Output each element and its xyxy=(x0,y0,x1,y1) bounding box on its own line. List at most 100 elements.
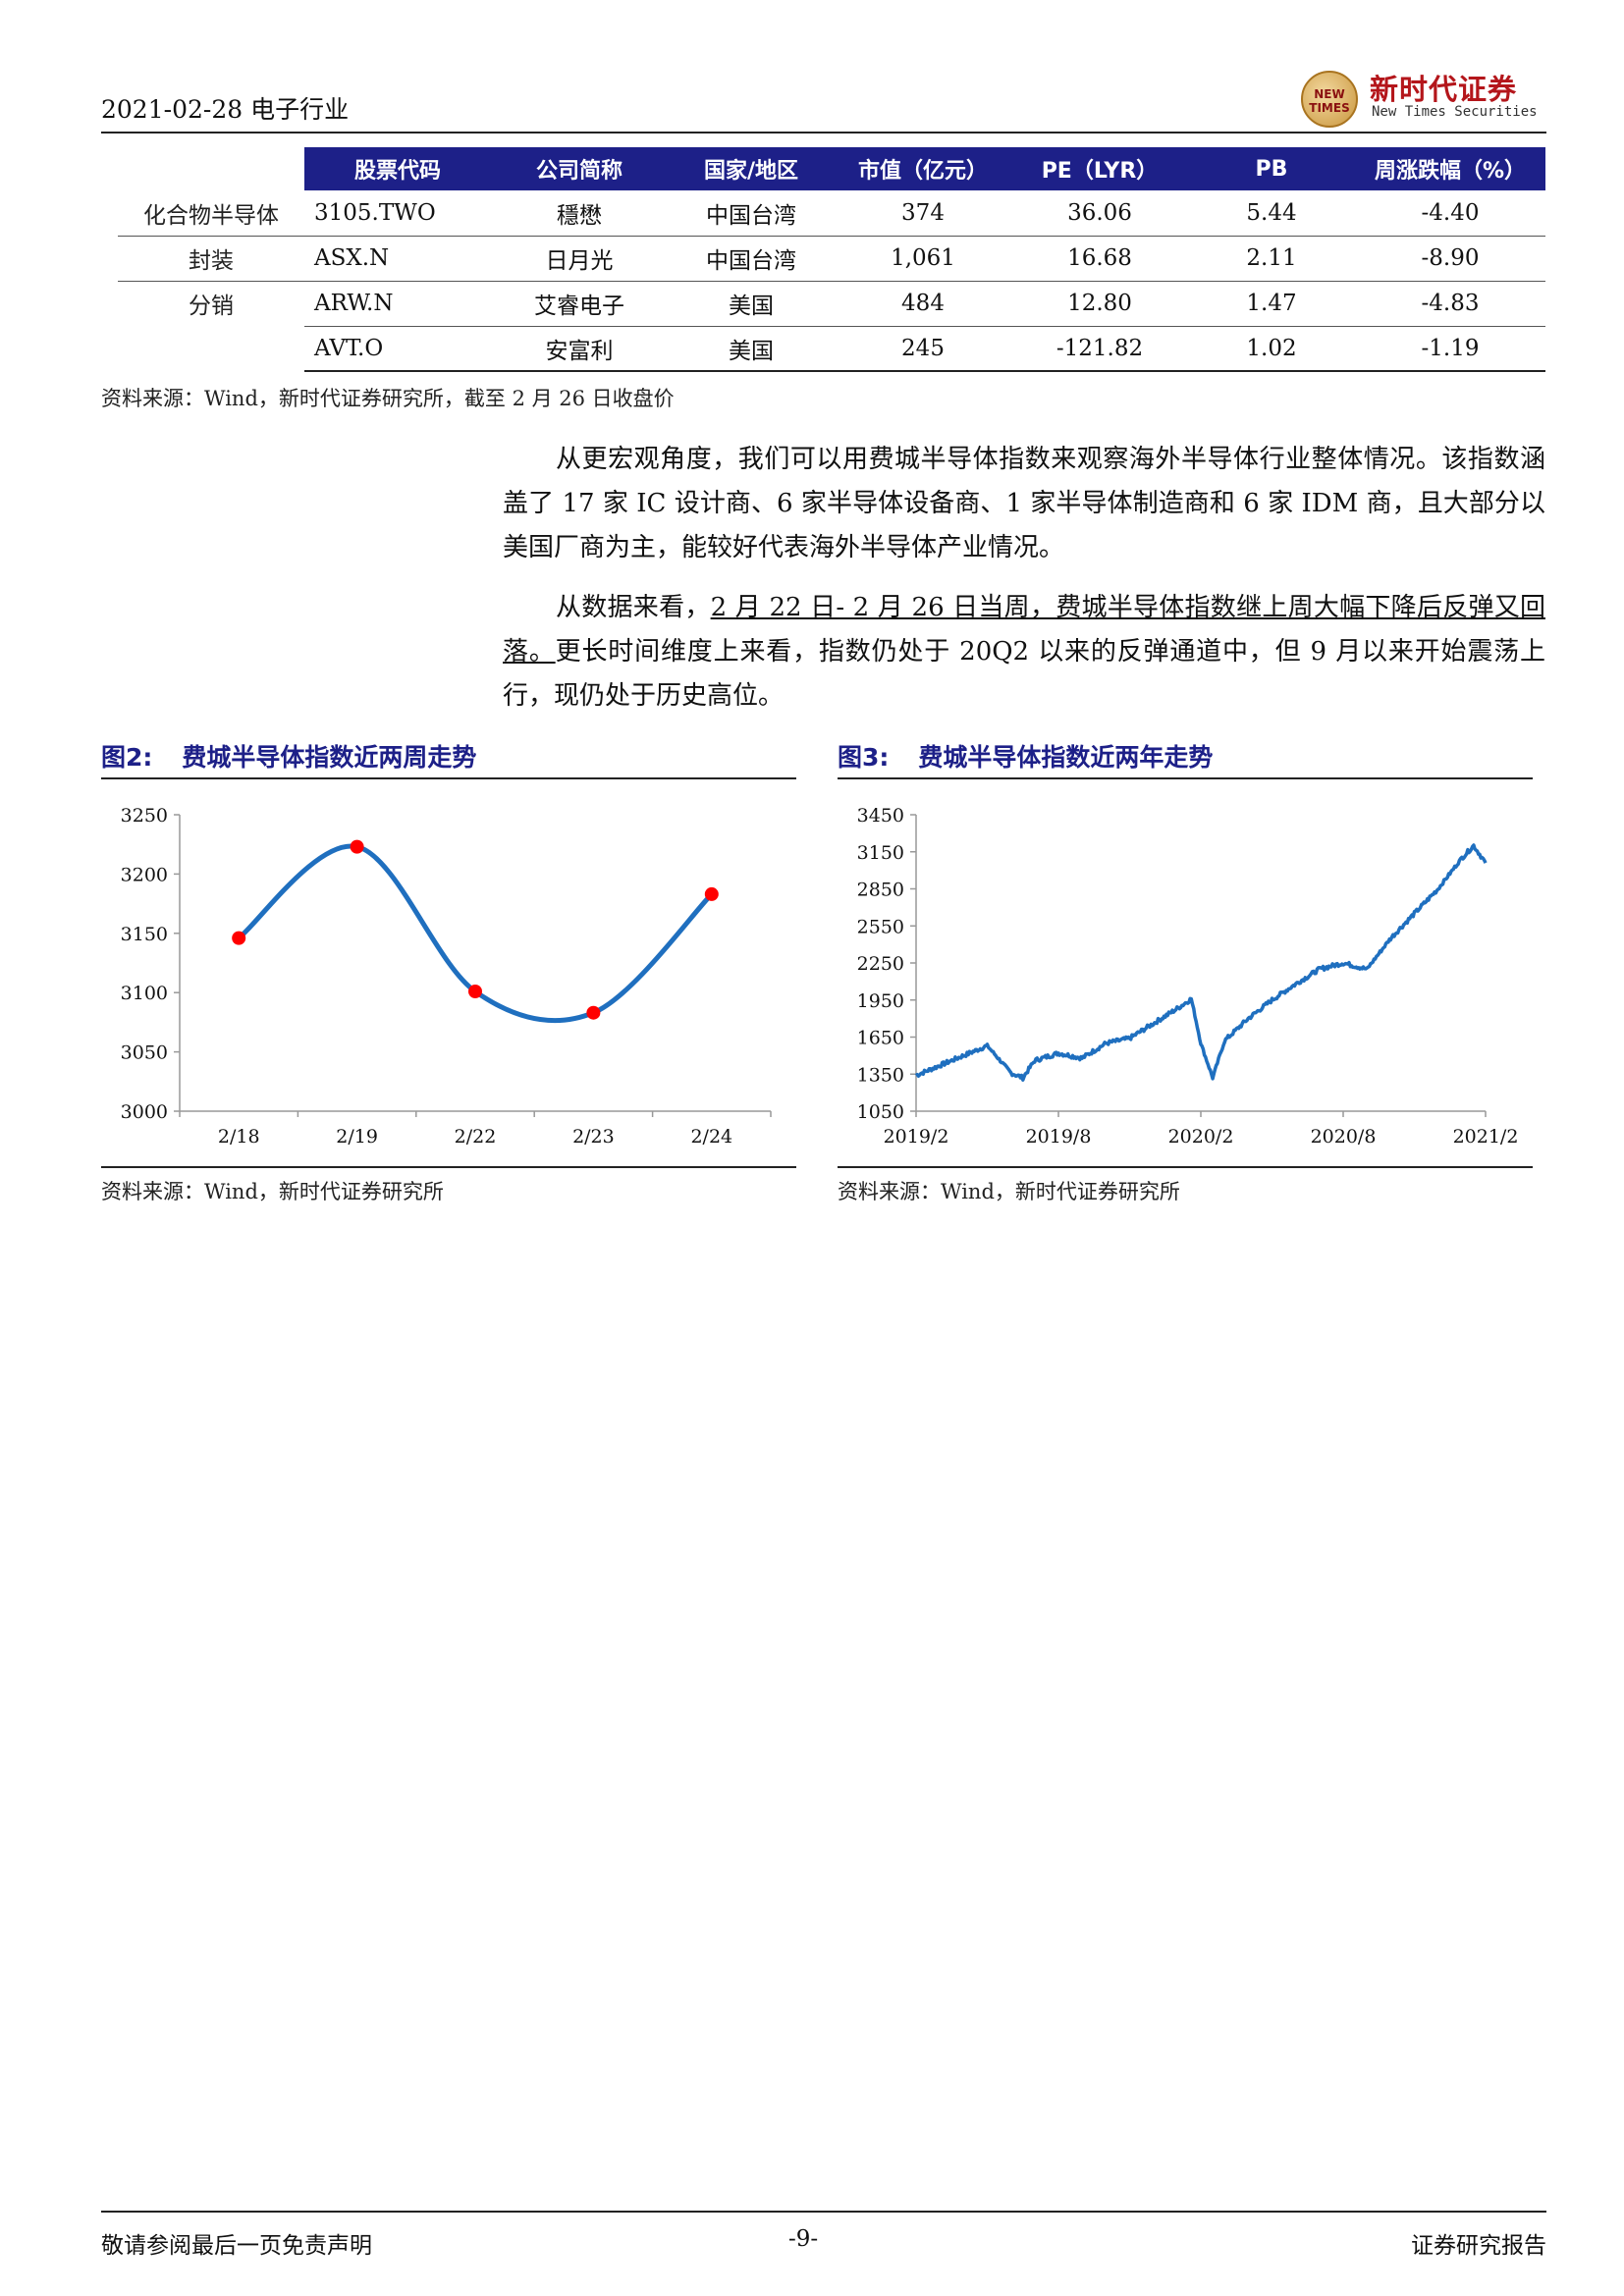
logo-english-name: New Times Securities xyxy=(1372,104,1538,120)
table-cell-name: 穩懋 xyxy=(491,190,668,237)
table-header-cell: PB xyxy=(1188,147,1355,190)
table-cell-region: 中国台湾 xyxy=(668,236,835,282)
table-cell-pe: 16.68 xyxy=(1011,236,1188,282)
table-cell-mcap: 245 xyxy=(835,326,1011,372)
fig2-y-tick-label: 3150 xyxy=(121,924,168,945)
table-row: AVT.O 安富利 美国 245 -121.82 1.02 -1.19 xyxy=(118,326,1545,372)
fig2-data-point xyxy=(586,1005,601,1020)
fig3-y-tick-label: 2250 xyxy=(857,953,904,975)
fig2-x-tick-label: 2/23 xyxy=(572,1126,615,1148)
fig2-x-tick-label: 2/19 xyxy=(336,1126,378,1148)
table-header-row: 股票代码 公司简称 国家/地区 市值（亿元） PE（LYR） PB 周涨跌幅（%… xyxy=(118,147,1545,190)
fig2-y-tick-label: 3250 xyxy=(121,805,168,827)
page-header: 2021-02-28 电子行业 NEW TIMES 新时代证券 New Time… xyxy=(101,67,1546,133)
table-cell-name: 安富利 xyxy=(491,326,668,372)
company-logo: NEW TIMES 新时代证券 New Times Securities xyxy=(1301,67,1546,128)
table-cell-pb: 5.44 xyxy=(1188,190,1355,237)
paragraph-1: 从更宏观角度，我们可以用费城半导体指数来观察海外半导体行业整体情况。该指数涵盖了… xyxy=(503,445,1545,562)
footer-disclaimer: 敬请参阅最后一页免责声明 xyxy=(101,2233,372,2259)
fig3-y-tick-label: 2850 xyxy=(857,880,904,901)
table-cell-category: 化合物半导体 xyxy=(118,190,304,237)
fig3-x-tick-label: 2019/8 xyxy=(1026,1126,1092,1148)
table-cell-name: 艾睿电子 xyxy=(491,281,668,327)
fig3-title: 图3: 费城半导体指数近两年走势 xyxy=(838,738,1533,779)
fig3-y-tick-label: 1650 xyxy=(857,1028,904,1049)
page-footer: 敬请参阅最后一页免责声明 -9- 证券研究报告 xyxy=(101,2211,1546,2259)
table-cell-code: 3105.TWO xyxy=(304,190,491,237)
fig3-x-tick-label: 2020/2 xyxy=(1168,1126,1234,1148)
footer-report-type: 证券研究报告 xyxy=(1411,2233,1546,2259)
fig2-source: 资料来源：Wind，新时代证券研究所 xyxy=(101,1180,444,1203)
table-cell-category xyxy=(118,326,304,371)
fig3-y-tick-label: 3450 xyxy=(857,805,904,827)
fig2-data-point xyxy=(232,931,246,945)
table-cell-code: ASX.N xyxy=(304,236,491,282)
table-cell-pb: 2.11 xyxy=(1188,236,1355,282)
footer-page-number: -9- xyxy=(788,2226,819,2252)
table-cell-change: -1.19 xyxy=(1355,326,1545,372)
logo-seal-icon: NEW TIMES xyxy=(1301,71,1358,128)
fig2-x-tick-label: 2/24 xyxy=(690,1126,732,1148)
fig2-y-tick-label: 3050 xyxy=(121,1042,168,1064)
fig3-y-tick-label: 1350 xyxy=(857,1064,904,1086)
fig2-y-tick-label: 3100 xyxy=(121,983,168,1004)
table-cell-pe: 12.80 xyxy=(1011,281,1188,327)
table-header-cell: 周涨跌幅（%） xyxy=(1355,147,1545,190)
table-cell-mcap: 374 xyxy=(835,190,1011,237)
fig2-data-point xyxy=(704,886,719,901)
paragraph-2-underlined: 2 月 22 日- 2 月 26 日当周，费城半导体指数继上周大幅下降后反弹又回… xyxy=(503,593,1545,667)
table-header-cell: PE（LYR） xyxy=(1011,147,1188,190)
fig2-data-point xyxy=(468,984,482,998)
fig2-chart: 3000 3050 3100 3150 3200 3250 2/18 2/19 2/22 2/23… xyxy=(121,805,772,1148)
table-cell-mcap: 484 xyxy=(835,281,1011,327)
table-header-cell: 国家/地区 xyxy=(668,147,835,190)
table-cell-code: AVT.O xyxy=(304,326,491,372)
fig2-x-tick-label: 2/22 xyxy=(455,1126,497,1148)
fig3-y-tick-label: 3150 xyxy=(857,842,904,864)
fig2-title: 图2: 费城半导体指数近两周走势 xyxy=(101,738,796,779)
table-cell-category: 分销 xyxy=(189,294,234,320)
fig2-y-tick-label: 3000 xyxy=(121,1101,168,1123)
table-row: 封装 ASX.N 日月光 中国台湾 1,061 16.68 2.11 -8.90 xyxy=(118,236,1545,282)
table-cell-region: 美国 xyxy=(668,326,835,372)
fig3-y-tick-label: 1050 xyxy=(857,1101,904,1123)
fig3-title-text: 费城半导体指数近两年走势 xyxy=(918,743,1214,772)
fig3-series-line xyxy=(914,843,1488,1082)
table-cell-region: 中国台湾 xyxy=(668,190,835,237)
fig2-data-point xyxy=(350,839,364,854)
table-cell-pb: 1.47 xyxy=(1188,281,1355,327)
table-cell-change: -8.90 xyxy=(1355,236,1545,282)
fig3-number: 图3: xyxy=(838,743,890,772)
table-row: 化合物半导体 3105.TWO 穩懋 中国台湾 374 36.06 5.44 -… xyxy=(118,190,1545,237)
fig3-y-tick-label: 2550 xyxy=(857,916,904,937)
table-cell-name: 日月光 xyxy=(491,236,668,282)
table-cell-pb: 1.02 xyxy=(1188,326,1355,372)
table-cell-mcap: 1,061 xyxy=(835,236,1011,282)
table-row: 分销 ARW.N 艾睿电子 美国 484 12.80 1.47 -4.83 xyxy=(118,281,1545,327)
fig3-bottom-rule xyxy=(838,1166,1533,1168)
fig3-x-tick-label: 2020/8 xyxy=(1311,1126,1377,1148)
table-cell-pe: 36.06 xyxy=(1011,190,1188,237)
stock-table: 股票代码 公司简称 国家/地区 市值（亿元） PE（LYR） PB 周涨跌幅（%… xyxy=(118,147,1545,372)
fig3-chart: 1050 1350 1650 1950 2250 2550 2850 3150 3450 2019… xyxy=(857,805,1519,1148)
table-cell-code: ARW.N xyxy=(304,281,491,327)
fig2-y-tick-label: 3200 xyxy=(121,864,168,885)
table-cell-change: -4.83 xyxy=(1355,281,1545,327)
logo-chinese-name: 新时代证券 xyxy=(1370,73,1518,106)
header-date-industry: 2021-02-28 电子行业 xyxy=(101,95,350,124)
table-header-cell xyxy=(118,147,304,190)
fig3-source: 资料来源：Wind，新时代证券研究所 xyxy=(838,1180,1180,1203)
fig3-x-tick-label: 2021/2 xyxy=(1453,1126,1519,1148)
paragraph-2-rest: 更长时间维度上来看，指数仍处于 20Q2 以来的反弹通道中，但 9 月以来开始震… xyxy=(503,637,1545,711)
paragraph-2-intro: 从数据来看， xyxy=(556,593,711,622)
fig2-number: 图2: xyxy=(101,743,153,772)
table-header-cell: 股票代码 xyxy=(304,147,491,190)
table-header-cell: 公司简称 xyxy=(491,147,668,190)
table-header-cell: 市值（亿元） xyxy=(835,147,1011,190)
fig2-x-tick-label: 2/18 xyxy=(218,1126,260,1148)
fig2-bottom-rule xyxy=(101,1166,796,1168)
table-source: 资料来源：Wind，新时代证券研究所，截至 2 月 26 日收盘价 xyxy=(101,387,675,410)
paragraph-2: 从数据来看，2 月 22 日- 2 月 26 日当周，费城半导体指数继上周大幅下… xyxy=(503,586,1545,719)
fig3-y-tick-label: 1950 xyxy=(857,990,904,1012)
fig2-title-text: 费城半导体指数近两周走势 xyxy=(182,743,477,772)
